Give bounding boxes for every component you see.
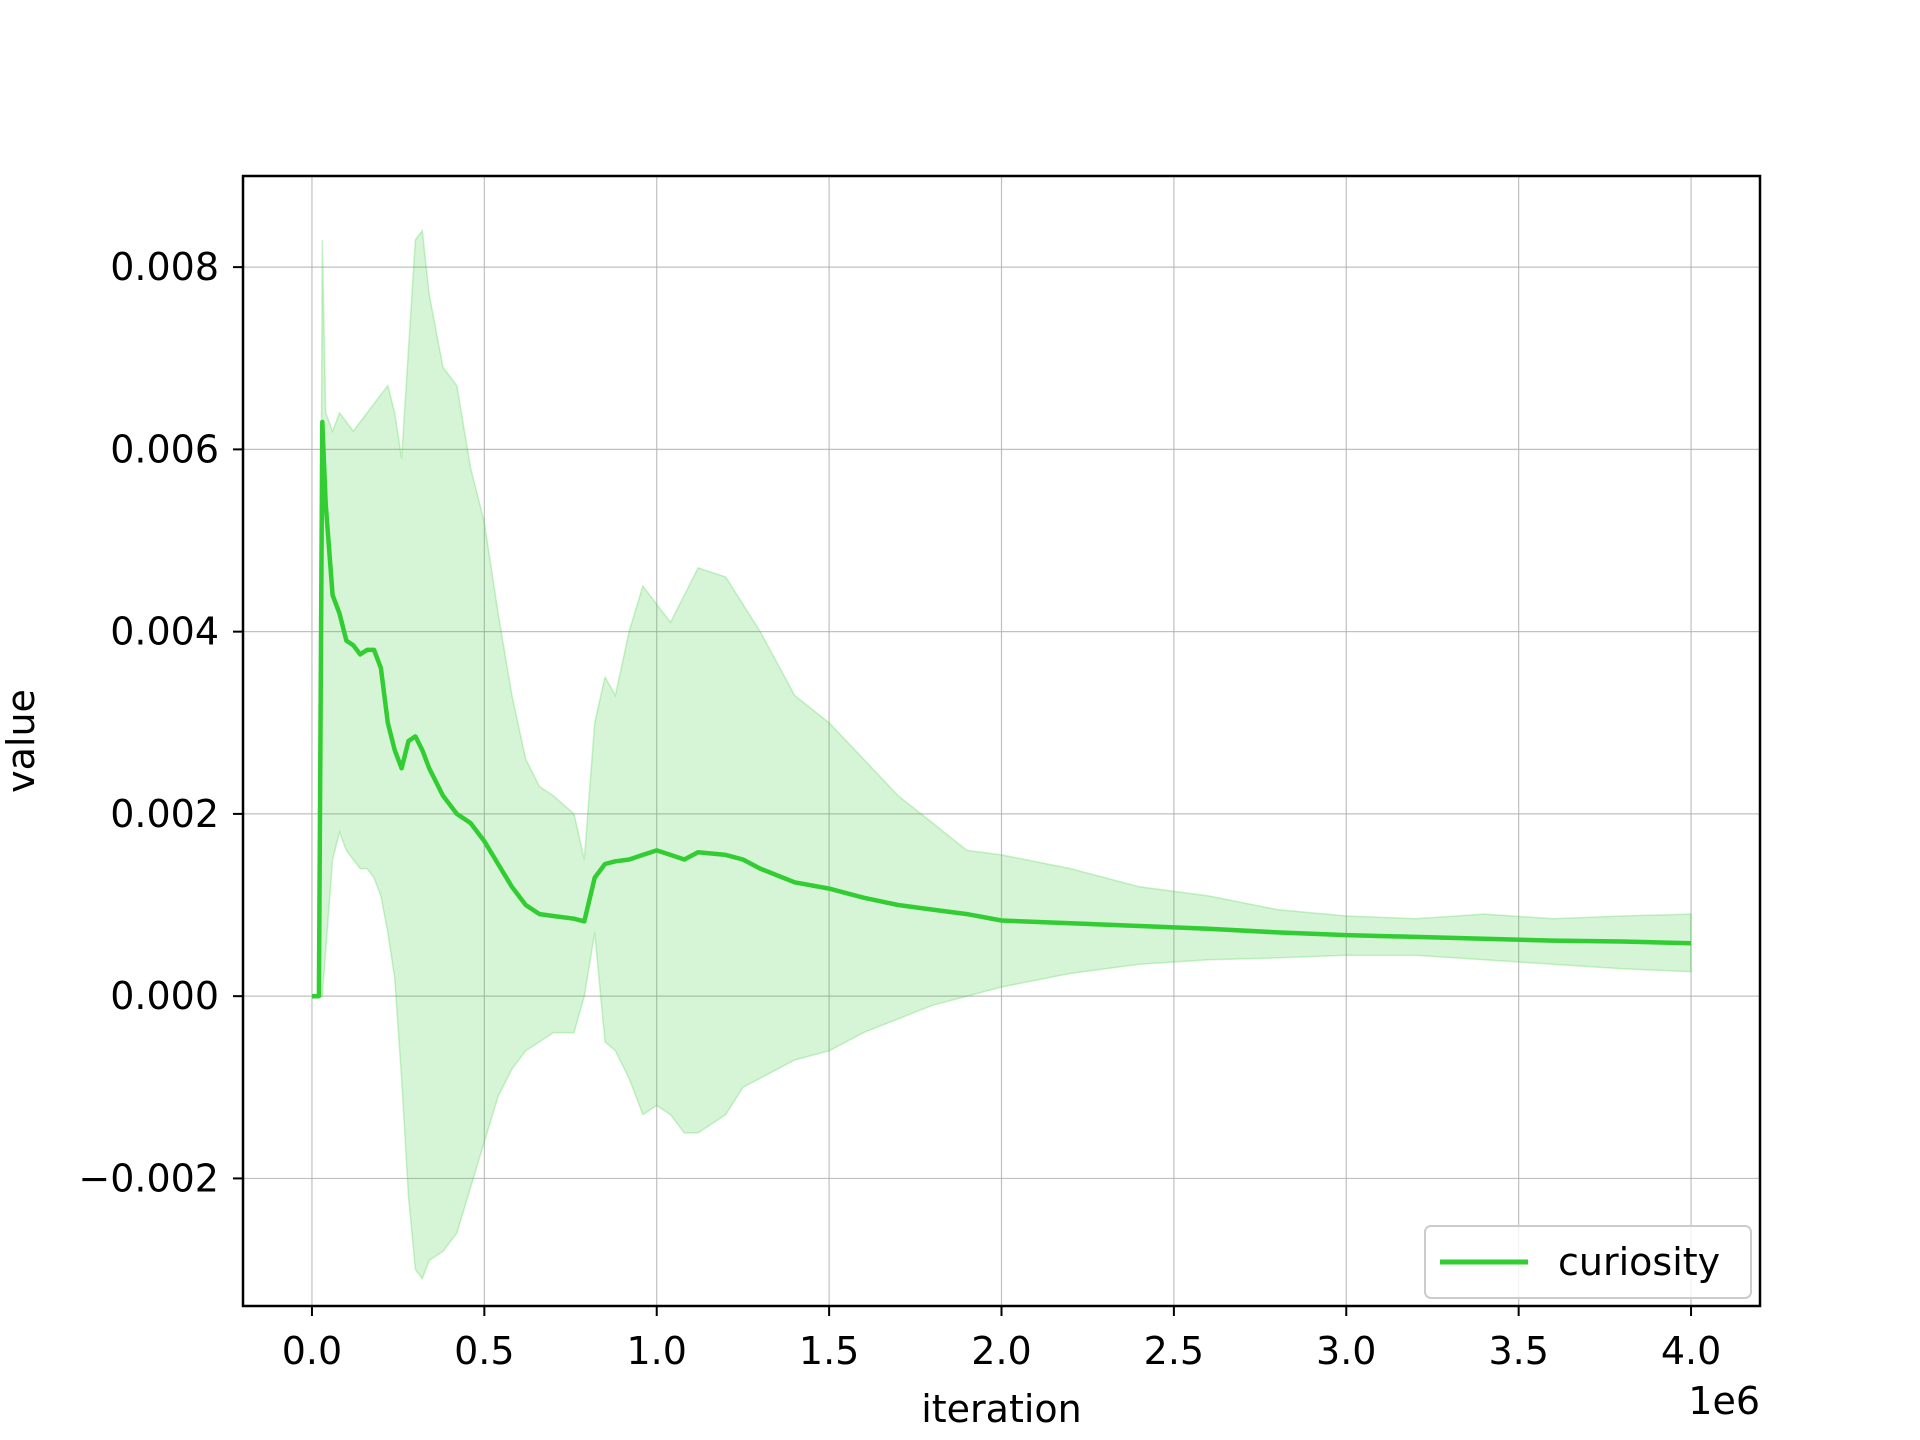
- x-axis-offset-text: 1e6: [1688, 1379, 1760, 1423]
- x-axis-ticks: 0.0 0.5 1.0 1.5 2.0 2.5 3.0 3.5 4.0: [282, 1306, 1721, 1373]
- y-tick-label: 0.008: [110, 245, 219, 289]
- y-tick-label: 0.006: [110, 427, 219, 471]
- x-axis-label: iteration: [921, 1387, 1082, 1431]
- x-tick-label: 2.5: [1144, 1329, 1204, 1373]
- y-tick-label: 0.002: [110, 792, 219, 836]
- series-lines: [312, 419, 1692, 999]
- x-tick-label: 1.5: [799, 1329, 859, 1373]
- y-axis-label: value: [0, 689, 43, 793]
- legend-box: [1424, 1225, 1752, 1299]
- legend-label: curiosity: [1558, 1240, 1720, 1284]
- legend: curiosity: [1424, 1225, 1752, 1299]
- x-tick-label: 2.0: [971, 1329, 1031, 1373]
- y-tick-label: −0.002: [78, 1156, 219, 1200]
- x-tick-label: 4.0: [1661, 1329, 1721, 1373]
- y-tick-label: 0.000: [110, 974, 219, 1018]
- series-line-curiosity: [312, 419, 1692, 999]
- x-tick-label: 3.5: [1488, 1329, 1548, 1373]
- x-tick-label: 0.5: [454, 1329, 514, 1373]
- y-axis-ticks: −0.002 0.000 0.002 0.004 0.006 0.008: [78, 245, 243, 1200]
- x-tick-label: 1.0: [627, 1329, 687, 1373]
- grid: [243, 176, 1760, 1306]
- y-tick-label: 0.004: [110, 610, 219, 654]
- x-tick-label: 3.0: [1316, 1329, 1376, 1373]
- x-tick-label: 0.0: [282, 1329, 342, 1373]
